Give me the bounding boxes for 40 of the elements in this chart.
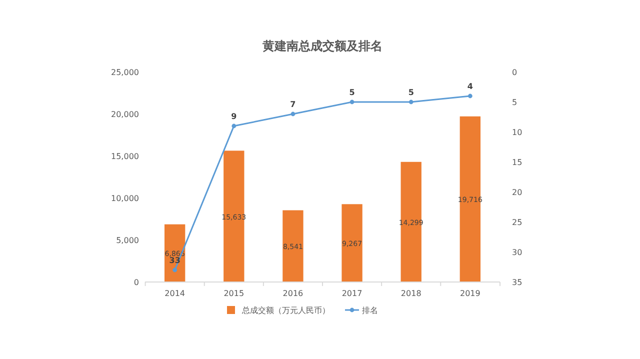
bar xyxy=(282,210,304,282)
x-tick-label: 2017 xyxy=(342,289,362,298)
y2-tick-label: 25 xyxy=(512,218,522,227)
x-tick-label: 2019 xyxy=(460,289,480,298)
y-tick-label: 10,000 xyxy=(111,194,139,203)
y2-tick-label: 0 xyxy=(512,68,518,77)
x-tick-label: 2015 xyxy=(224,289,244,298)
bar xyxy=(400,162,422,282)
y2-tick-label: 15 xyxy=(512,158,522,167)
data-label: 9 xyxy=(231,112,238,121)
bar xyxy=(342,204,362,282)
x-tick-label: 2014 xyxy=(164,289,186,298)
y-tick-label: 5,000 xyxy=(116,236,139,245)
point xyxy=(232,124,236,128)
bar xyxy=(460,116,481,282)
point xyxy=(468,94,472,98)
data-label: 4 xyxy=(467,82,474,91)
y-tick-label: 20,000 xyxy=(111,110,139,119)
bar xyxy=(164,224,186,282)
x-tick-label: 2018 xyxy=(400,289,422,298)
x-tick-label: 2016 xyxy=(282,289,304,298)
bar xyxy=(224,150,244,282)
y-tick-label: 15,000 xyxy=(111,152,139,161)
data-label: 5 xyxy=(408,88,414,97)
y2-tick-label: 35 xyxy=(512,278,522,287)
y2-tick-label: 5 xyxy=(512,98,518,107)
y2-tick-label: 10 xyxy=(512,128,522,137)
point xyxy=(290,112,296,116)
point xyxy=(350,100,354,104)
y-tick-label: 25,000 xyxy=(111,68,139,77)
legend-label: 总成交额（万元人民币） xyxy=(241,306,330,315)
y-tick-label: 0 xyxy=(134,278,139,287)
data-label: 7 xyxy=(290,100,296,109)
data-label: 5 xyxy=(349,88,356,97)
point xyxy=(172,268,178,272)
point xyxy=(408,100,414,104)
y2-tick-label: 30 xyxy=(512,248,522,257)
y2-tick-label: 20 xyxy=(512,188,522,197)
legend-label: 排名 xyxy=(362,306,378,315)
chart-title: 黄建南总成交额及排名 xyxy=(262,39,382,53)
